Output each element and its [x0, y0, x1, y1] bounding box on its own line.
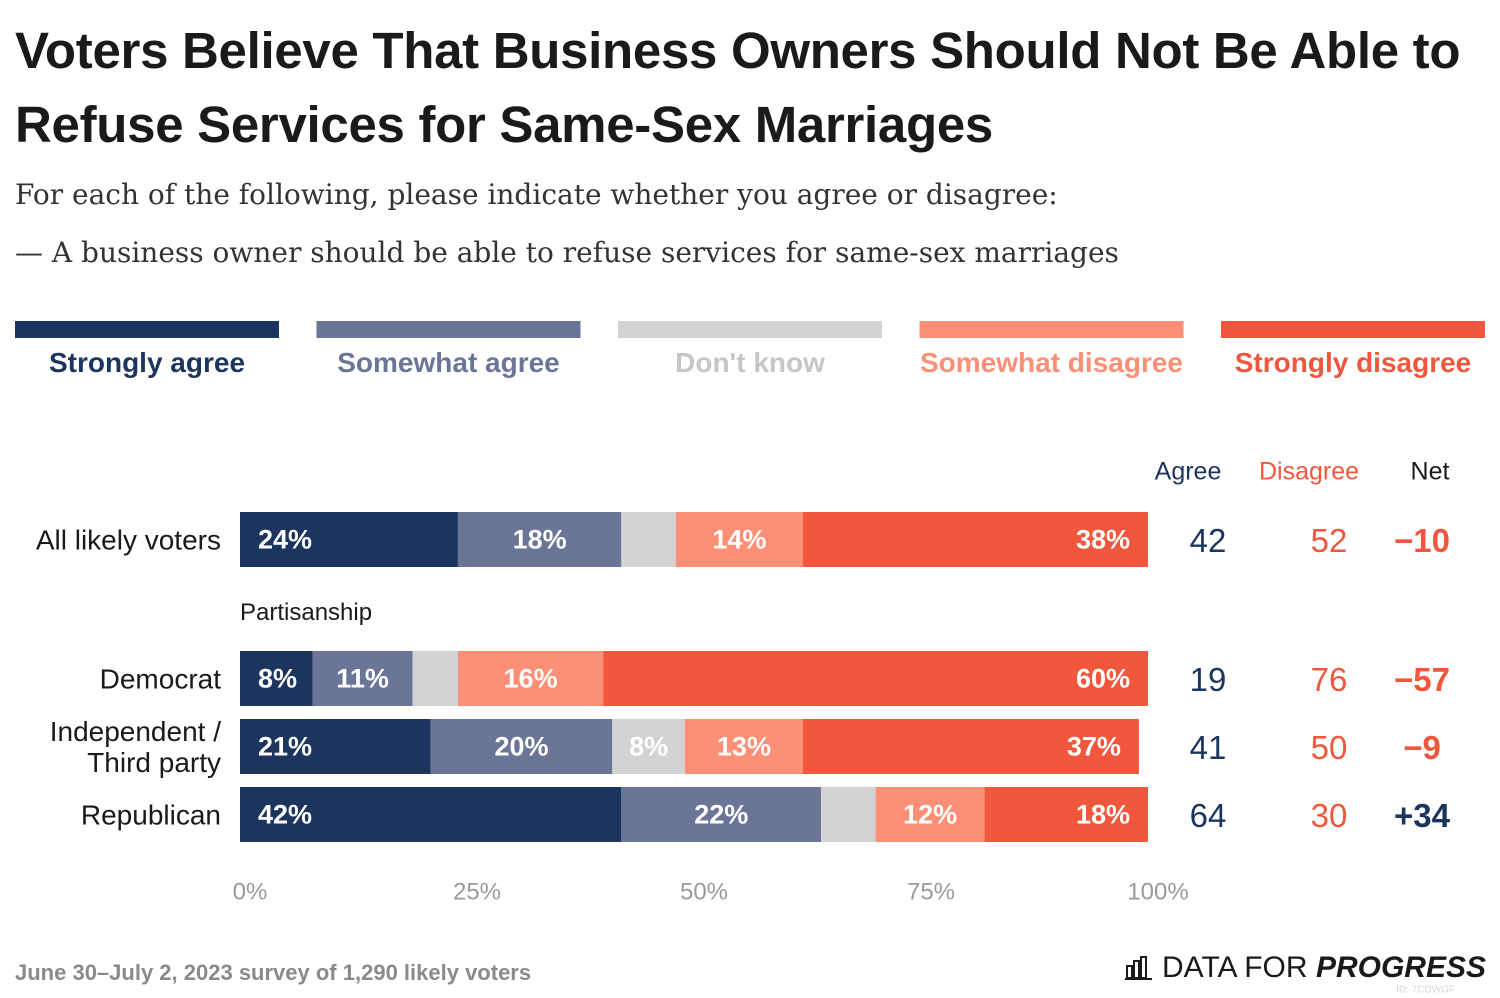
- bar-segment: [984, 787, 1148, 842]
- legend-swatch: [919, 321, 1184, 338]
- legend-label: Somewhat disagree: [920, 347, 1183, 378]
- category-label: Democrat: [99, 663, 221, 694]
- bar-segment: [603, 651, 1148, 706]
- bar-value-label: 18%: [1076, 800, 1130, 830]
- brand-icon: [1125, 956, 1152, 980]
- bar-value-label: 16%: [504, 664, 558, 694]
- category-label: Independent / Third party: [49, 715, 221, 778]
- summary-value: −57: [1394, 661, 1450, 698]
- legend-swatch: [15, 321, 279, 338]
- footer-source: June 30–July 2, 2023 survey of 1,290 lik…: [15, 960, 531, 985]
- legend-label: Don't know: [675, 347, 825, 378]
- bar-value-label: 42%: [258, 800, 312, 830]
- x-tick-label: 25%: [453, 878, 501, 905]
- bar-value-label: 8%: [629, 732, 668, 762]
- group-label: Partisanship: [240, 599, 373, 626]
- bar-segment: [312, 651, 413, 706]
- summary-value: 30: [1311, 797, 1348, 834]
- legend-label: Somewhat agree: [337, 347, 560, 378]
- bar-value-label: 8%: [258, 664, 297, 694]
- summary-value: −9: [1403, 729, 1441, 766]
- legend-label: Strongly disagree: [1234, 347, 1472, 378]
- bar-segment: [621, 787, 822, 842]
- category-label: All likely voters: [35, 524, 221, 555]
- x-tick-label: 100%: [1127, 878, 1188, 905]
- summary-value: 76: [1311, 661, 1348, 698]
- bar-value-label: 18%: [513, 525, 567, 555]
- bar-segment: [457, 512, 622, 567]
- chart-title: Voters Believe That Business Owners Shou…: [15, 22, 1461, 153]
- bar-segment: [240, 651, 313, 706]
- summary-value: 19: [1190, 661, 1227, 698]
- summary-value: 64: [1190, 797, 1227, 834]
- bar-segment: [457, 651, 604, 706]
- bar-value-label: 14%: [712, 525, 766, 555]
- legend-swatch: [1221, 321, 1485, 338]
- bar-value-label: 60%: [1076, 664, 1130, 694]
- brand-name: DATA FOR: [1162, 951, 1308, 984]
- summary-value: 41: [1190, 729, 1227, 766]
- bar-segment: [821, 787, 876, 842]
- summary-value: 42: [1190, 522, 1227, 559]
- x-tick-label: 75%: [907, 878, 955, 905]
- bar-segment: [240, 512, 458, 567]
- x-tick-label: 0%: [233, 878, 268, 905]
- chart-subtitle: For each of the following, please indica…: [15, 178, 1058, 211]
- bar-value-label: 21%: [258, 732, 312, 762]
- bar-segment: [240, 719, 431, 774]
- bar-segment: [430, 719, 613, 774]
- bar-value-label: 37%: [1067, 732, 1121, 762]
- summary-header: Disagree: [1259, 458, 1359, 486]
- legend-label: Strongly agree: [48, 347, 246, 378]
- bar-segment: [802, 512, 1148, 567]
- summary-header: Net: [1411, 458, 1450, 486]
- bar-value-label: 12%: [903, 800, 957, 830]
- bar-segment: [412, 651, 458, 706]
- summary-value: −10: [1394, 522, 1450, 559]
- bar-value-label: 11%: [336, 664, 389, 694]
- bar-value-label: 24%: [258, 525, 312, 555]
- category-label: Republican: [80, 799, 221, 830]
- bar-segment: [612, 719, 685, 774]
- bar-segment: [802, 719, 1139, 774]
- bar-value-label: 13%: [717, 732, 771, 762]
- summary-value: +34: [1394, 797, 1451, 834]
- summary-header: Agree: [1155, 458, 1222, 486]
- x-tick-label: 50%: [680, 878, 728, 905]
- bar-segment: [240, 787, 622, 842]
- bar-value-label: 20%: [494, 732, 548, 762]
- bar-segment: [675, 512, 803, 567]
- brand-name-strong: PROGRESS: [1316, 951, 1486, 984]
- legend-swatch: [618, 321, 882, 338]
- summary-value: 50: [1311, 729, 1348, 766]
- bar-value-label: 22%: [694, 800, 748, 830]
- chart-id: ID: 7CDWGF: [1396, 985, 1455, 996]
- bar-segment: [684, 719, 803, 774]
- question-text: — A business owner should be able to ref…: [15, 236, 1119, 269]
- bar-segment: [875, 787, 985, 842]
- legend-swatch: [316, 321, 581, 338]
- bar-value-label: 38%: [1076, 525, 1130, 555]
- summary-value: 52: [1311, 522, 1348, 559]
- bar-segment: [621, 512, 676, 567]
